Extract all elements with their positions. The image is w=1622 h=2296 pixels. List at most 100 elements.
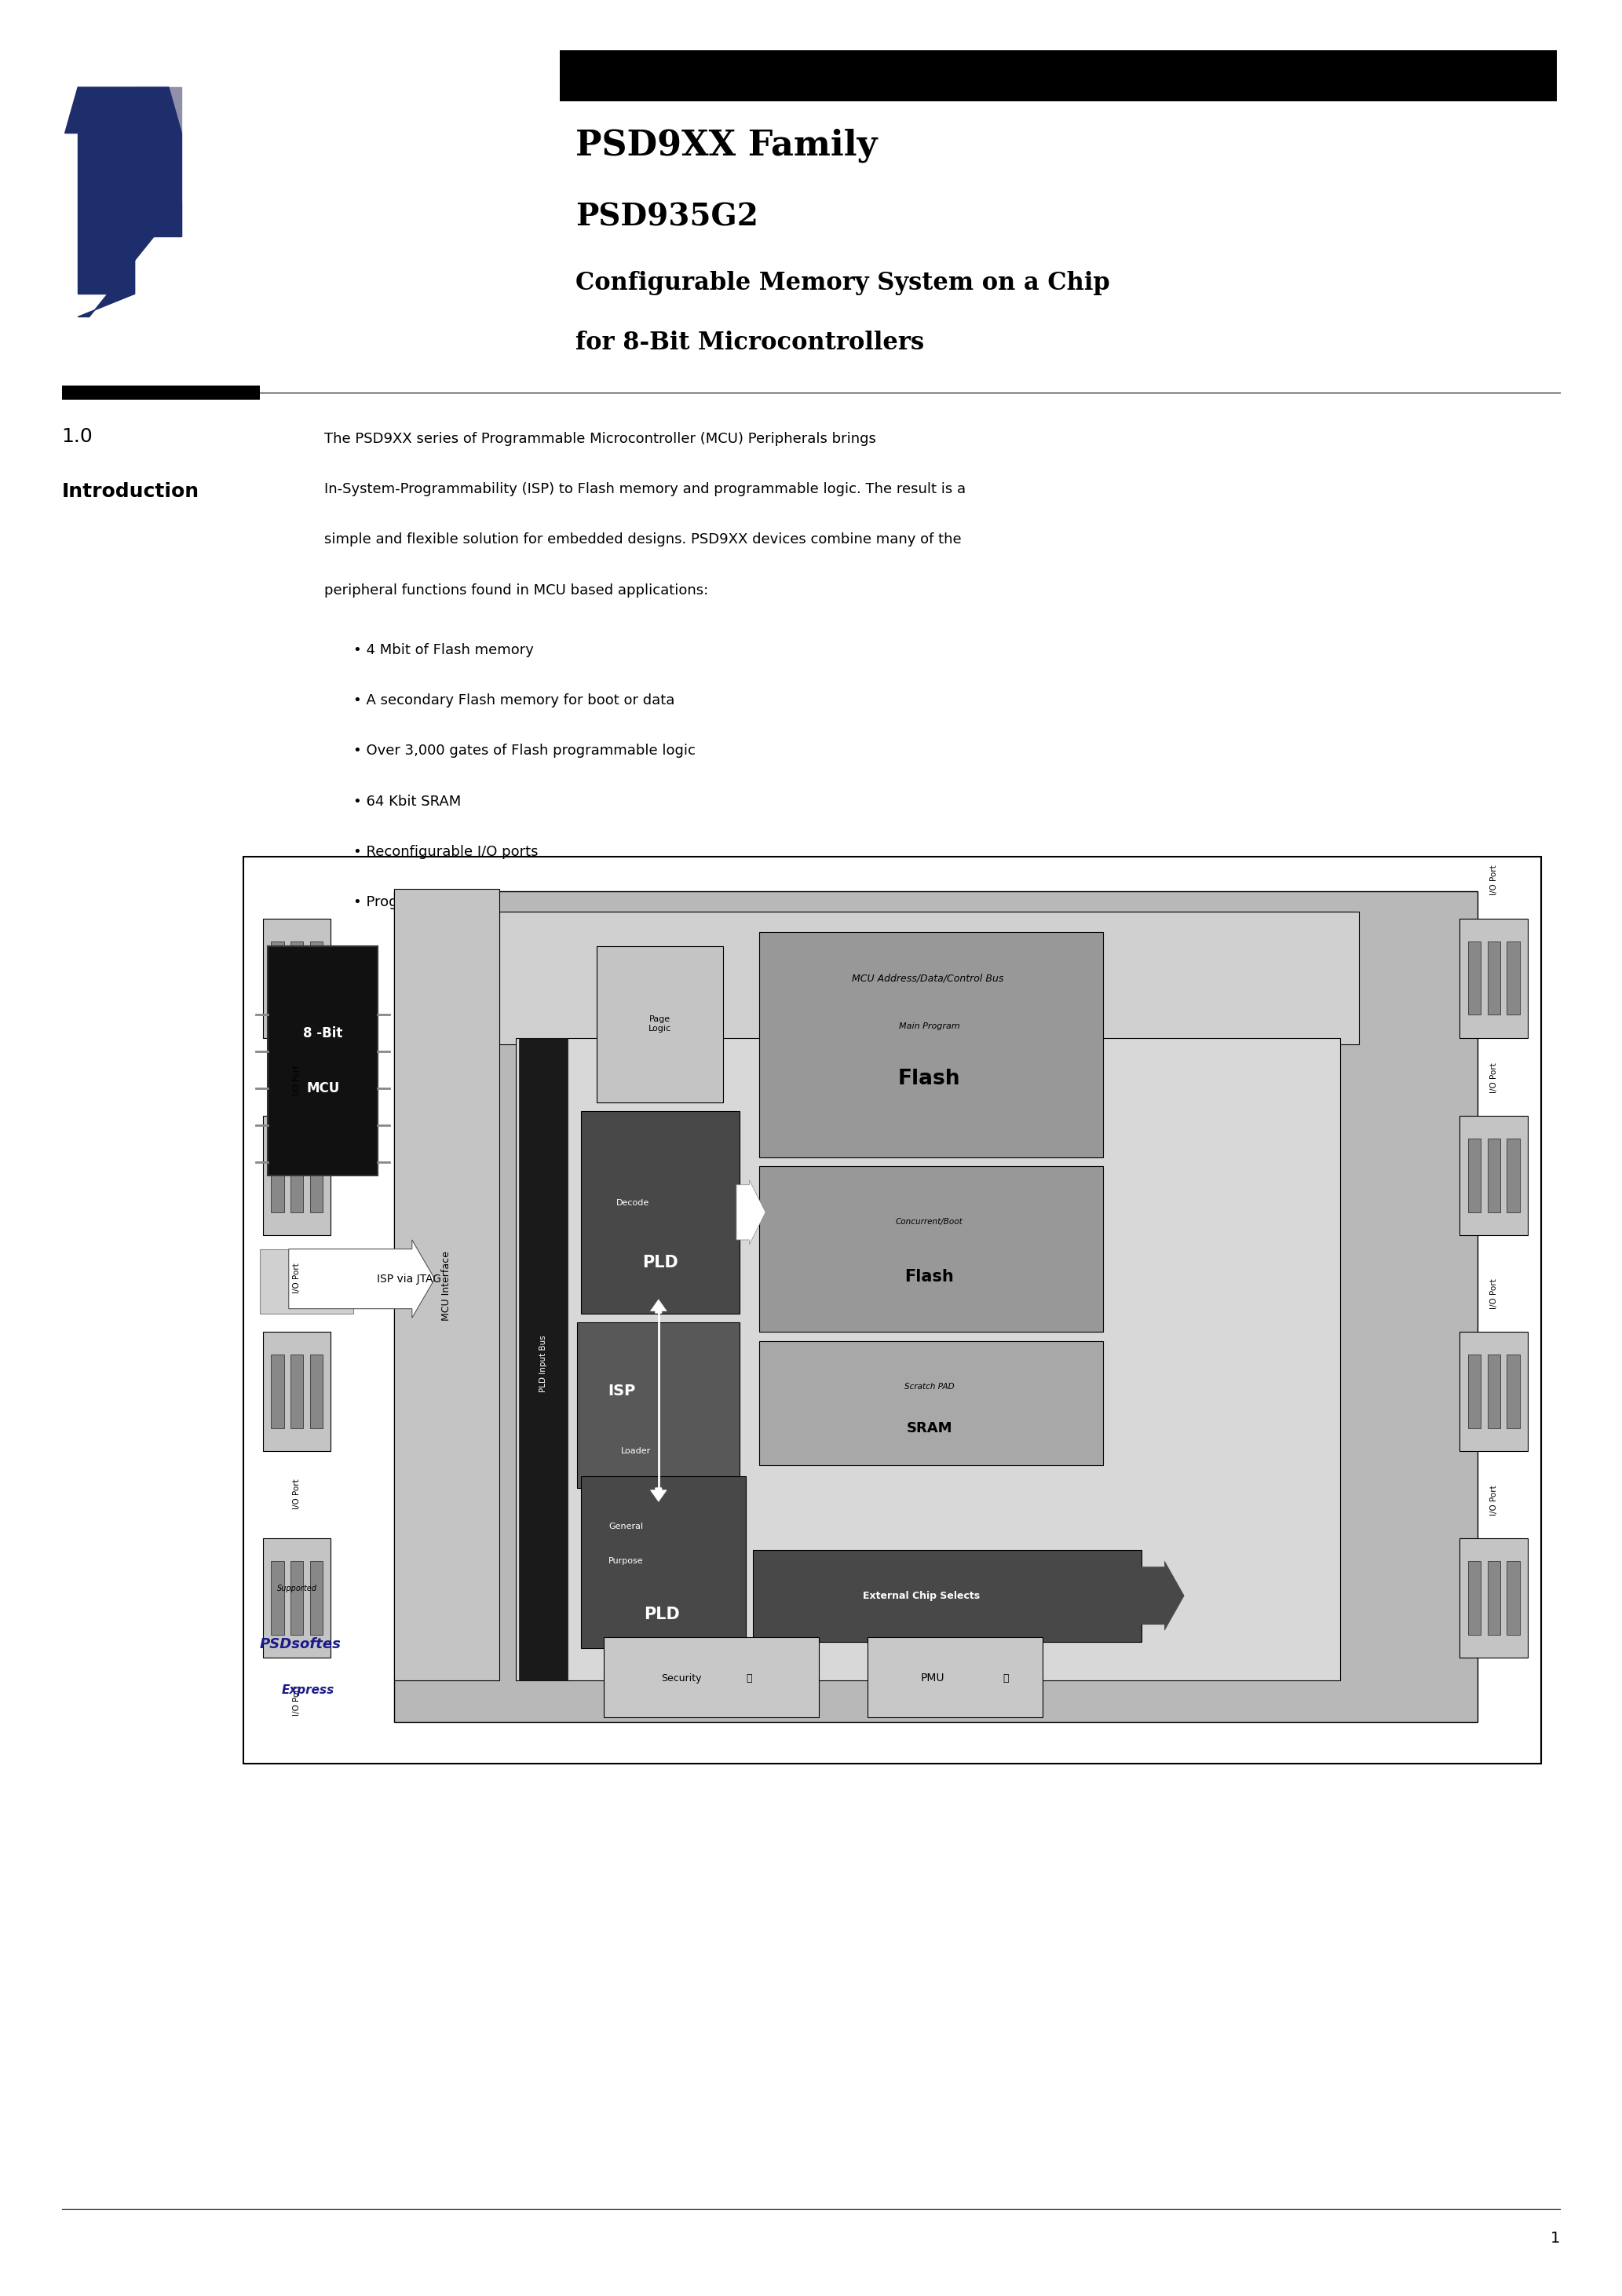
Text: PLD: PLD <box>644 1607 680 1621</box>
FancyArrow shape <box>289 1240 435 1318</box>
Bar <box>759 1341 1103 1465</box>
Bar <box>394 891 1478 1722</box>
Text: simple and flexible solution for embedded designs. PSD9XX devices combine many o: simple and flexible solution for embedde… <box>324 533 962 546</box>
Text: I/O Port: I/O Port <box>294 1263 300 1293</box>
Text: MCU Address/Data/Control Bus: MCU Address/Data/Control Bus <box>852 974 1004 983</box>
Bar <box>62 386 260 400</box>
Bar <box>1507 941 1520 1015</box>
Bar <box>1487 1355 1500 1428</box>
Text: PLD Input Bus: PLD Input Bus <box>540 1336 547 1391</box>
Polygon shape <box>78 202 182 317</box>
Bar <box>519 1038 568 1681</box>
Bar <box>1460 918 1528 1038</box>
Text: Supported: Supported <box>277 1584 316 1593</box>
Text: Loader: Loader <box>621 1446 650 1456</box>
Text: Scratch PAD: Scratch PAD <box>905 1382 954 1391</box>
Bar <box>1460 1538 1528 1658</box>
Bar <box>1487 1139 1500 1212</box>
Text: • Reconfigurable I/O ports: • Reconfigurable I/O ports <box>354 845 539 859</box>
Text: • Over 3,000 gates of Flash programmable logic: • Over 3,000 gates of Flash programmable… <box>354 744 696 758</box>
Text: PLD: PLD <box>642 1256 678 1270</box>
FancyArrow shape <box>736 1180 766 1244</box>
Text: Express: Express <box>282 1683 334 1697</box>
Text: SRAM: SRAM <box>907 1421 952 1435</box>
Bar <box>868 1637 1043 1717</box>
Bar <box>1507 1561 1520 1635</box>
Polygon shape <box>135 133 182 236</box>
Bar <box>1487 941 1500 1015</box>
Bar <box>581 1111 740 1313</box>
Text: ISP: ISP <box>608 1384 636 1398</box>
Text: The PSD9XX series of Programmable Microcontroller (MCU) Peripherals brings: The PSD9XX series of Programmable Microc… <box>324 432 876 445</box>
Bar <box>516 1038 1340 1681</box>
Text: I/O Port: I/O Port <box>294 1479 300 1508</box>
Bar <box>310 1139 323 1212</box>
Bar <box>271 1561 284 1635</box>
Text: I/O Port: I/O Port <box>1491 866 1497 895</box>
Text: PSDsoftes: PSDsoftes <box>260 1637 341 1651</box>
Bar <box>1460 1116 1528 1235</box>
Bar <box>603 1637 819 1717</box>
Text: Flash: Flash <box>899 1070 960 1088</box>
Polygon shape <box>65 87 182 133</box>
Text: • 64 Kbit SRAM: • 64 Kbit SRAM <box>354 794 461 808</box>
Bar <box>271 1139 284 1212</box>
Bar <box>753 1550 1142 1642</box>
Bar <box>290 941 303 1015</box>
Polygon shape <box>135 87 182 133</box>
Bar <box>597 946 723 1102</box>
Text: MCU: MCU <box>307 1081 339 1095</box>
Bar <box>263 918 331 1038</box>
Text: Configurable Memory System on a Chip: Configurable Memory System on a Chip <box>576 271 1111 296</box>
Text: for 8-Bit Microcontrollers: for 8-Bit Microcontrollers <box>576 331 925 356</box>
Text: Main Program: Main Program <box>899 1022 960 1031</box>
Bar <box>577 1322 740 1488</box>
Text: I/O Port: I/O Port <box>294 1065 300 1095</box>
Bar <box>1487 1561 1500 1635</box>
Text: peripheral functions found in MCU based applications:: peripheral functions found in MCU based … <box>324 583 709 597</box>
Bar <box>1507 1355 1520 1428</box>
Text: Concurrent/Boot: Concurrent/Boot <box>895 1217 963 1226</box>
Text: 8 -Bit: 8 -Bit <box>303 1026 342 1040</box>
Bar <box>268 946 378 1176</box>
Text: • A secondary Flash memory for boot or data: • A secondary Flash memory for boot or d… <box>354 693 675 707</box>
Text: ISP via JTAG: ISP via JTAG <box>376 1274 441 1283</box>
Text: Security: Security <box>662 1674 701 1683</box>
Text: I/O Port: I/O Port <box>1491 1063 1497 1093</box>
Bar <box>271 941 284 1015</box>
Text: Page
Logic: Page Logic <box>649 1015 672 1033</box>
Text: Decode: Decode <box>616 1199 649 1208</box>
Text: 🔒: 🔒 <box>746 1674 753 1683</box>
Text: PSD9XX Family: PSD9XX Family <box>576 129 878 163</box>
Text: I/O Port: I/O Port <box>1491 1279 1497 1309</box>
Bar <box>310 1355 323 1428</box>
Bar <box>1460 1332 1528 1451</box>
Bar <box>310 941 323 1015</box>
Text: PSD935G2: PSD935G2 <box>576 202 759 232</box>
Bar <box>500 912 1359 1045</box>
Bar <box>1468 1355 1481 1428</box>
Bar <box>290 1355 303 1428</box>
Bar <box>581 1476 746 1649</box>
Text: Purpose: Purpose <box>608 1557 644 1566</box>
Text: 1: 1 <box>1551 2232 1560 2245</box>
Bar <box>263 1332 331 1451</box>
Bar <box>1468 1561 1481 1635</box>
Text: General: General <box>608 1522 644 1531</box>
FancyArrow shape <box>650 1488 667 1502</box>
Bar <box>1507 1139 1520 1212</box>
Text: MCU Interface: MCU Interface <box>441 1251 451 1320</box>
Bar <box>394 889 500 1681</box>
Bar <box>290 1139 303 1212</box>
Bar <box>243 856 1541 1763</box>
Text: • 4 Mbit of Flash memory: • 4 Mbit of Flash memory <box>354 643 534 657</box>
Bar <box>1468 941 1481 1015</box>
Bar <box>260 1249 354 1313</box>
Text: Flash: Flash <box>905 1270 954 1283</box>
Text: External Chip Selects: External Chip Selects <box>863 1591 980 1600</box>
Bar <box>759 932 1103 1157</box>
Text: I/O Port: I/O Port <box>294 1685 300 1715</box>
Polygon shape <box>78 133 135 294</box>
Bar <box>263 1538 331 1658</box>
Text: 🧴: 🧴 <box>1002 1674 1009 1683</box>
